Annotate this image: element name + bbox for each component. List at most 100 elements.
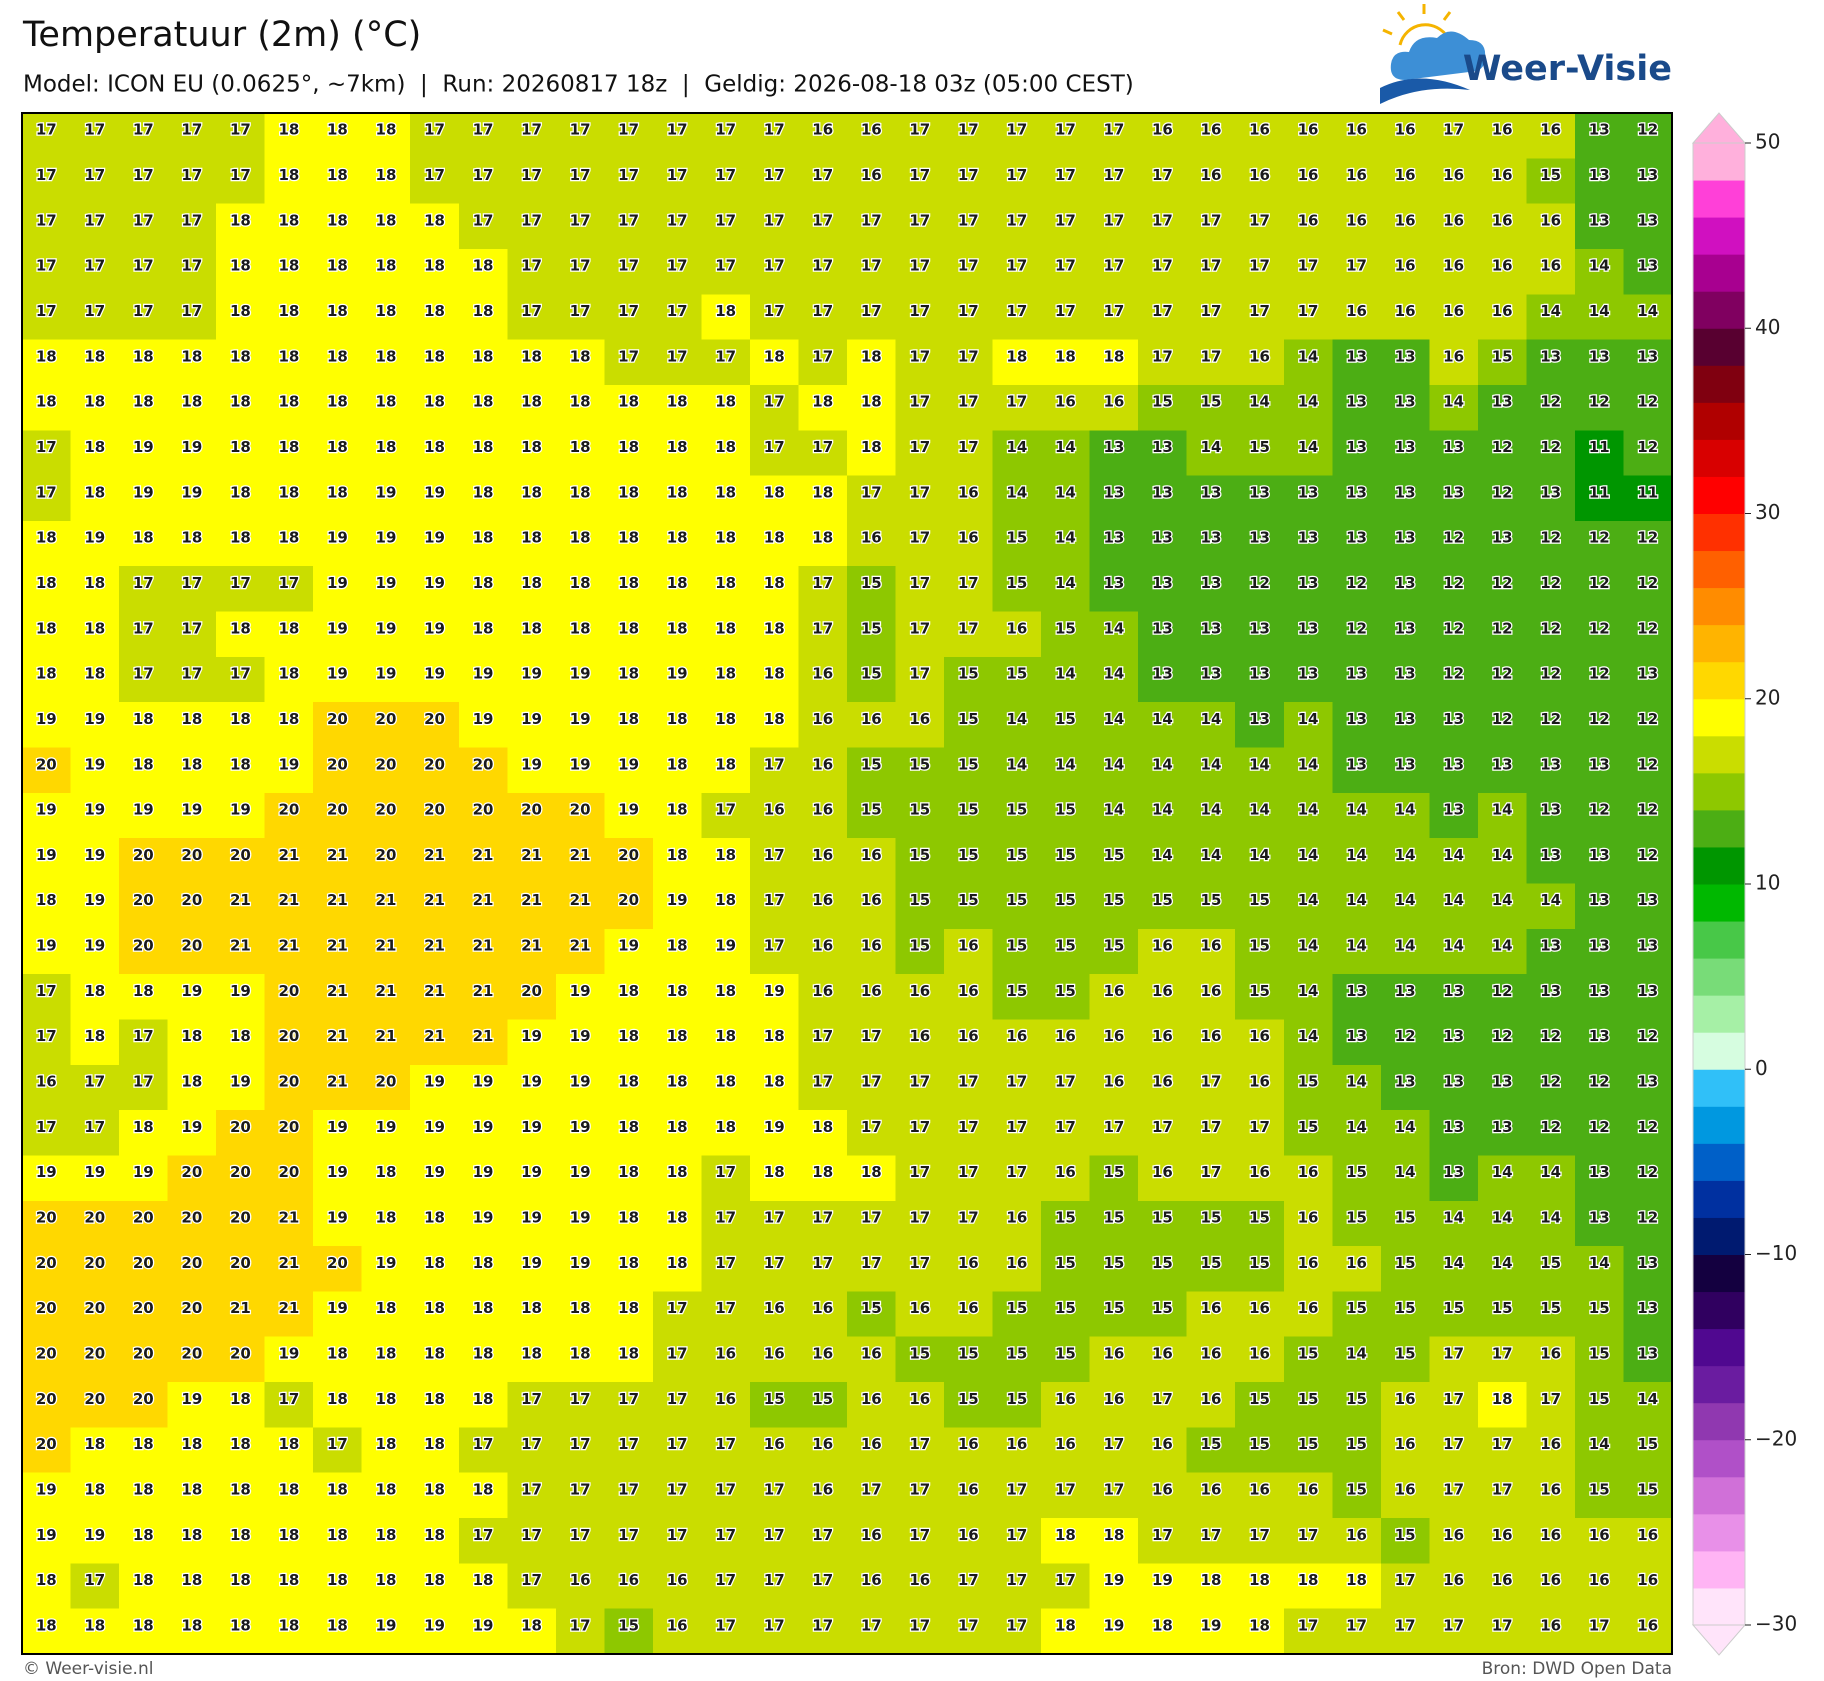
- temperature-label: 15: [1346, 1390, 1367, 1408]
- temperature-cell: [1526, 294, 1576, 341]
- temperature-label: 18: [84, 619, 105, 637]
- temperature-cell: [701, 294, 751, 341]
- temperature-label: 13: [1540, 801, 1561, 819]
- temperature-cell: [1041, 339, 1091, 386]
- temperature-label: 18: [278, 1435, 299, 1453]
- temperature-cell: [216, 1382, 266, 1428]
- temperature-label: 15: [1298, 1344, 1319, 1362]
- temperature-label: 15: [1103, 1163, 1124, 1181]
- temperature-label: 18: [473, 257, 494, 275]
- temperature-cell: [1041, 1200, 1091, 1247]
- temperature-cell: [944, 1336, 994, 1383]
- temperature-label: 16: [1152, 982, 1173, 1000]
- temperature-label: 19: [84, 801, 105, 819]
- temperature-label: 19: [376, 529, 397, 547]
- temperature-label: 18: [473, 1480, 494, 1498]
- temperature-label: 16: [1298, 1163, 1319, 1181]
- temperature-label: 18: [278, 1480, 299, 1498]
- temperature-cell: [1477, 384, 1528, 431]
- temperature-label: 16: [1249, 1073, 1270, 1091]
- temperature-label: 16: [1201, 1027, 1222, 1045]
- temperature-cell: [847, 1291, 897, 1338]
- temperature-cell: [1089, 113, 1139, 159]
- temperature-cell: [847, 520, 897, 567]
- temperature-cell: [1283, 1427, 1333, 1474]
- temperature-label: 17: [521, 1435, 542, 1453]
- temperature-cell: [458, 1155, 508, 1202]
- colorbar-tick-label: 10: [1755, 871, 1780, 895]
- temperature-label: 17: [958, 1118, 979, 1136]
- temperature-cell: [410, 1382, 460, 1428]
- temperature-cell: [749, 248, 800, 295]
- temperature-cell: [604, 1472, 654, 1519]
- temperature-label: 17: [861, 1208, 882, 1226]
- temperature-label: 16: [812, 121, 833, 139]
- temperature-label: 13: [1346, 755, 1367, 773]
- temperature-label: 16: [1006, 1208, 1027, 1226]
- temperature-label: 16: [1637, 1571, 1658, 1589]
- temperature-label: 17: [424, 121, 445, 139]
- temperature-label: 15: [1055, 1208, 1076, 1226]
- temperature-cell: [1089, 611, 1139, 658]
- temperature-cell: [1574, 1246, 1625, 1293]
- temperature-label: 16: [1492, 166, 1513, 184]
- temperature-cell: [1477, 1472, 1528, 1519]
- temperature-cell: [70, 1608, 120, 1655]
- temperature-cell: [458, 566, 508, 613]
- temperature-cell: [1235, 702, 1285, 749]
- temperature-label: 17: [861, 257, 882, 275]
- temperature-label: 14: [1443, 1254, 1464, 1272]
- temperature-cell: [1041, 1608, 1091, 1655]
- temperature-label: 17: [521, 1480, 542, 1498]
- temperature-label: 13: [1637, 347, 1658, 365]
- temperature-cell: [652, 1246, 703, 1293]
- temperature-label: 13: [1152, 483, 1173, 501]
- temperature-cell: [1477, 475, 1528, 522]
- temperature-cell: [604, 1064, 654, 1111]
- temperature-cell: [1332, 702, 1382, 749]
- temperature-label: 18: [36, 891, 57, 909]
- temperature-cell: [1526, 1382, 1576, 1428]
- temperature-cell: [749, 1291, 800, 1338]
- temperature-label: 17: [667, 1526, 688, 1544]
- temperature-cell: [1574, 248, 1625, 295]
- temperature-cell: [847, 883, 897, 930]
- temperature-label: 12: [1589, 619, 1610, 637]
- temperature-label: 17: [473, 166, 494, 184]
- temperature-cell: [944, 430, 994, 477]
- temperature-cell: [847, 566, 897, 613]
- temperature-label: 13: [1346, 438, 1367, 456]
- temperature-cell: [604, 203, 654, 250]
- temperature-label: 20: [473, 801, 494, 819]
- footer-left: © Weer-visie.nl: [23, 1659, 153, 1679]
- temperature-label: 18: [764, 1163, 785, 1181]
- temperature-cell: [1526, 384, 1576, 431]
- temperature-label: 18: [570, 438, 591, 456]
- temperature-label: 11: [1637, 483, 1658, 501]
- temperature-label: 13: [1540, 483, 1561, 501]
- temperature-label: 19: [133, 438, 154, 456]
- temperature-cell: [1089, 566, 1139, 613]
- temperature-label: 13: [1637, 1344, 1658, 1362]
- temperature-label: 16: [1103, 1390, 1124, 1408]
- temperature-label: 18: [278, 257, 299, 275]
- temperature-label: 16: [764, 801, 785, 819]
- temperature-label: 20: [181, 1344, 202, 1362]
- temperature-cell: [1186, 1291, 1236, 1338]
- temperature-cell: [410, 1608, 460, 1655]
- temperature-cell: [1283, 1110, 1333, 1157]
- temperature-cell: [1041, 384, 1091, 431]
- temperature-label: 14: [1103, 801, 1124, 819]
- temperature-cell: [1332, 883, 1382, 930]
- temperature-label: 15: [764, 1390, 785, 1408]
- temperature-cell: [1186, 1518, 1236, 1564]
- temperature-cell: [361, 248, 411, 295]
- temperature-cell: [1477, 1019, 1528, 1066]
- temperature-cell: [1138, 1019, 1188, 1066]
- logo-text: Weer-Visie: [1463, 49, 1672, 89]
- temperature-cell: [1380, 339, 1430, 386]
- temperature-cell: [1380, 158, 1430, 205]
- temperature-label: 16: [861, 1390, 882, 1408]
- temperature-label: 13: [1637, 891, 1658, 909]
- temperature-cell: [1283, 1200, 1333, 1247]
